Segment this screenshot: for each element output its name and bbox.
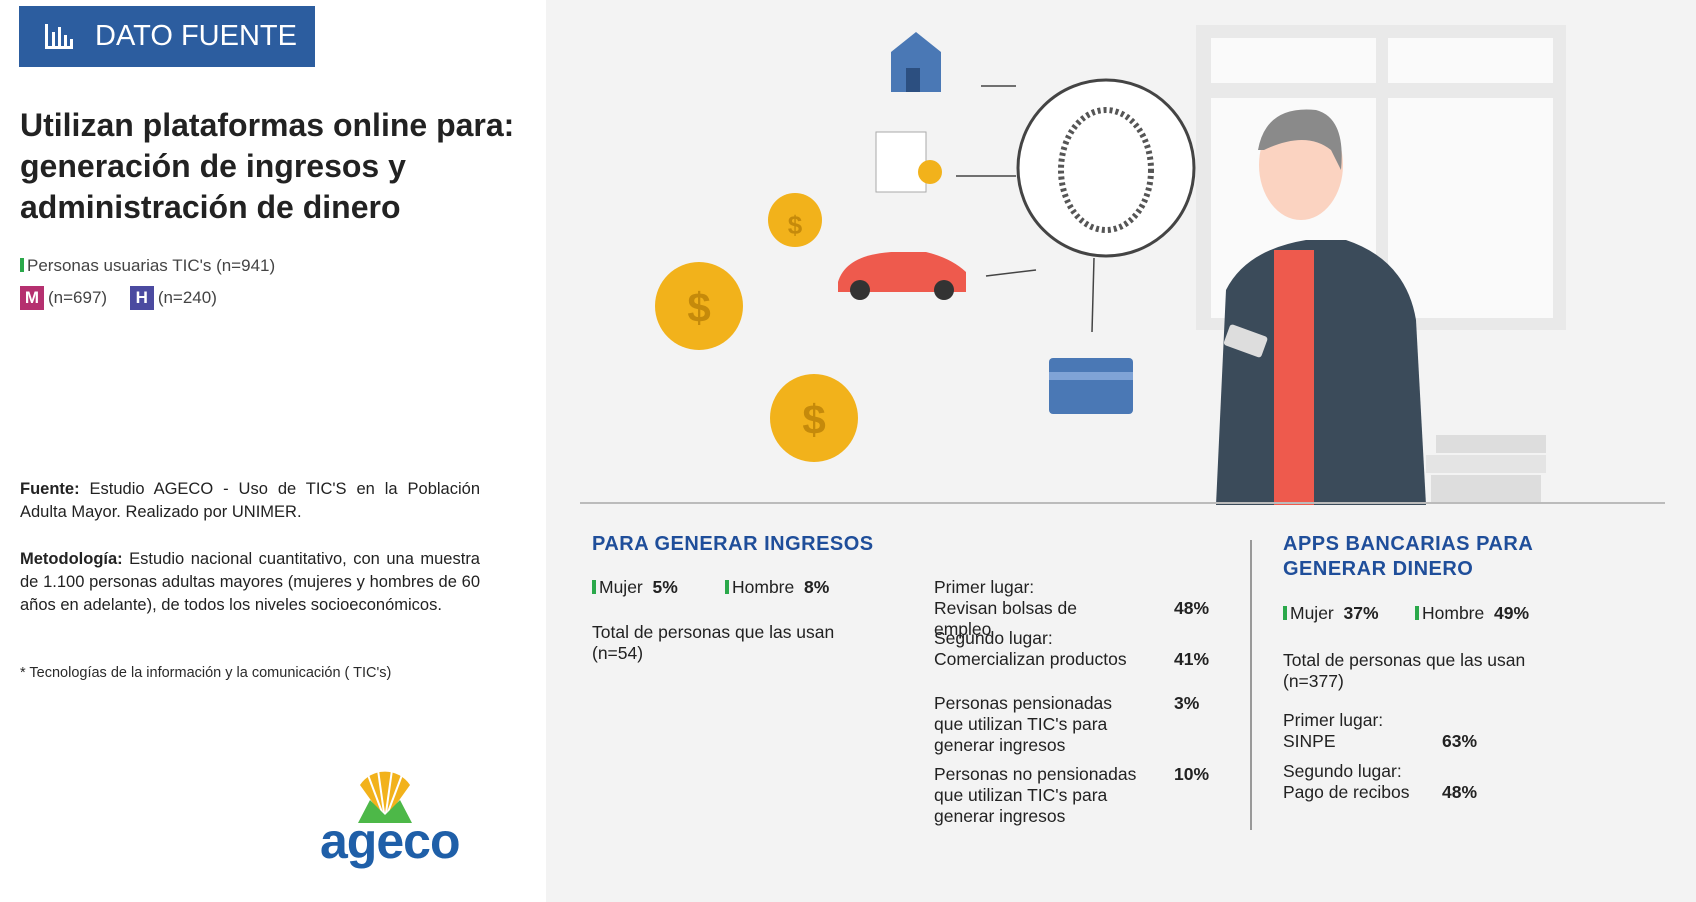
item-value: 63% <box>1442 731 1477 752</box>
title: Utilizan plataformas online para: genera… <box>20 105 520 228</box>
value: 49% <box>1494 603 1529 623</box>
users: Personas usuarias TIC's (n=941) <box>20 256 275 276</box>
item-text: Comercializan productos <box>934 649 1139 670</box>
label: Hombre <box>1422 603 1484 623</box>
women-n: (n=697) <box>48 288 107 307</box>
item-title: Segundo lugar: <box>934 628 1139 649</box>
item-title: Segundo lugar: <box>1283 761 1433 782</box>
item-text: Pago de recibos <box>1283 782 1433 803</box>
item-value: 3% <box>1174 693 1199 714</box>
source-text: Estudio AGECO - Uso de TIC'S en la Pobla… <box>20 480 480 521</box>
users-text: Personas usuarias TIC's (n=941) <box>27 256 275 275</box>
svg-text:$: $ <box>788 210 803 240</box>
income-heading: PARA GENERAR INGRESOS <box>592 532 874 557</box>
income-men: Hombre 8% <box>725 577 829 598</box>
infographic: DATO FUENTE Utilizan plataformas online … <box>0 0 1696 902</box>
badge-text: DATO FUENTE <box>95 6 297 67</box>
source: Fuente: Estudio AGECO - Uso de TIC'S en … <box>20 478 480 524</box>
item-text: Personas pensionadas que utilizan TIC's … <box>934 693 1139 756</box>
value: 37% <box>1344 603 1379 623</box>
banking-heading: APPS BANCARIAS PARA GENERAR DINERO <box>1283 532 1573 582</box>
item: Personas pensionadas que utilizan TIC's … <box>934 693 1139 756</box>
label: Mujer <box>599 577 643 597</box>
badge: DATO FUENTE <box>19 6 315 67</box>
gender-legend: M(n=697) H(n=240) <box>20 286 217 310</box>
chart-icon <box>43 22 77 52</box>
banking-total: Total de personas que las usan (n=377) <box>1283 650 1568 692</box>
label: Mujer <box>1290 603 1334 623</box>
item: Personas no pensionadas que utilizan TIC… <box>934 764 1139 827</box>
men-box: H <box>130 286 154 310</box>
item-value: 10% <box>1174 764 1209 785</box>
item-title: Primer lugar: <box>934 577 1139 598</box>
item-value: 48% <box>1442 782 1477 803</box>
illustration: $ $ $ <box>546 0 1696 510</box>
item: Primer lugar:SINPE <box>1283 710 1433 752</box>
banking-women: Mujer 37% <box>1283 603 1379 624</box>
item: Segundo lugar:Pago de recibos <box>1283 761 1433 803</box>
men-n: (n=240) <box>158 288 217 307</box>
women-box: M <box>20 286 44 310</box>
logo: ageco <box>320 812 460 870</box>
value: 8% <box>804 577 829 597</box>
item: Segundo lugar:Comercializan productos <box>934 628 1139 670</box>
divider <box>1250 540 1252 830</box>
source-label: Fuente: <box>20 480 80 498</box>
method-label: Metodología: <box>20 550 123 568</box>
item-value: 41% <box>1174 649 1209 670</box>
footnote: * Tecnologías de la información y la com… <box>20 665 391 681</box>
method: Metodología: Estudio nacional cuantitati… <box>20 548 480 617</box>
item-text: Personas no pensionadas que utilizan TIC… <box>934 764 1139 827</box>
item-text: SINPE <box>1283 731 1433 752</box>
income-total: Total de personas que las usan (n=54) <box>592 622 877 664</box>
value: 5% <box>653 577 678 597</box>
svg-text:$: $ <box>687 284 710 331</box>
income-women: Mujer 5% <box>592 577 678 598</box>
item-title: Primer lugar: <box>1283 710 1433 731</box>
item-value: 48% <box>1174 598 1209 619</box>
banking-men: Hombre 49% <box>1415 603 1529 624</box>
label: Hombre <box>732 577 794 597</box>
svg-text:$: $ <box>802 396 825 443</box>
